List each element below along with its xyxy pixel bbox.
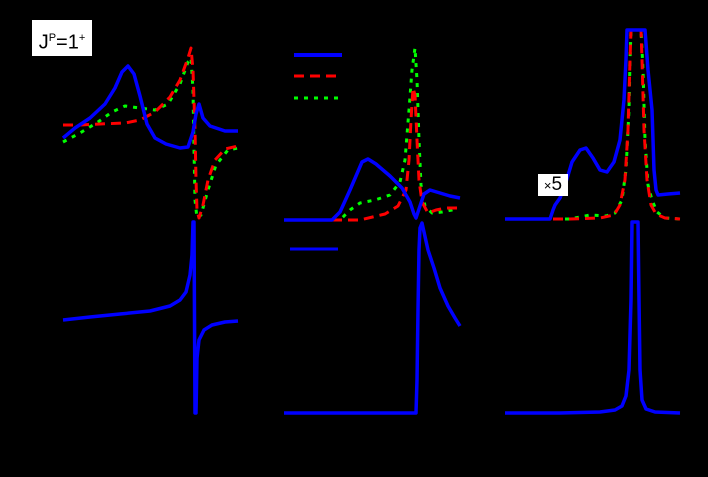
times-icon: × xyxy=(543,178,552,193)
series-blue-solid xyxy=(61,64,238,150)
series-red-dashed xyxy=(63,46,239,220)
scale-factor-value: 5 xyxy=(551,174,563,195)
legend-top-middle xyxy=(294,53,342,100)
jp-plus: + xyxy=(78,32,86,44)
panel-top-middle xyxy=(284,46,461,222)
jp-j: J xyxy=(38,31,49,54)
jp-eq: =1 xyxy=(56,31,79,54)
series-blue-solid xyxy=(284,221,462,415)
scale-factor-annotation: ×5 xyxy=(538,174,568,196)
jp-p: P xyxy=(48,32,57,44)
series-blue-solid xyxy=(62,220,239,415)
series-blue-solid xyxy=(284,157,461,222)
series-blue-solid xyxy=(505,220,681,415)
panel-bottom-left xyxy=(62,220,239,415)
series-blue-solid xyxy=(505,28,681,221)
jp-annotation-box: JP=1+ xyxy=(32,20,92,56)
series-red-dashed xyxy=(284,86,458,222)
panel-top-right xyxy=(505,28,681,221)
panel-bottom-middle xyxy=(284,221,462,415)
panel-bottom-right xyxy=(505,220,681,415)
series-green-dotted xyxy=(284,46,459,222)
panel-top-left xyxy=(61,46,239,220)
